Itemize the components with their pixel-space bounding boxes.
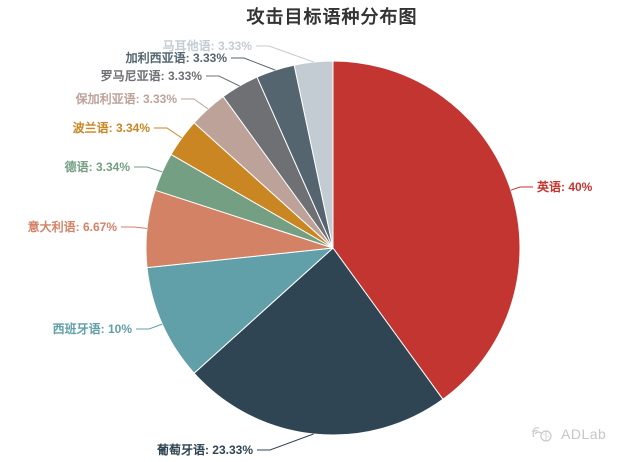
slice-label-line-1 — [510, 186, 533, 191]
slice-label-8: 罗马尼亚语: 3.33% — [101, 68, 203, 83]
slice-label-7: 保加利亚语: 3.33% — [75, 91, 178, 106]
slice-label-line-9 — [231, 57, 276, 71]
slice-label-9: 加利西亚语: 3.33% — [125, 50, 228, 65]
slice-label-line-6 — [154, 127, 183, 139]
slice-label-2: 葡萄牙语: 23.33% — [156, 442, 253, 457]
slice-label-line-4 — [121, 226, 148, 229]
watermark-label: ADLab — [561, 426, 607, 442]
pie-slice-3[interactable] — [146, 247, 334, 374]
chart-title: 攻击目标语种分布图 — [246, 7, 418, 27]
slice-label-line-7 — [181, 98, 209, 110]
slice-label-4: 意大利语: 6.67% — [28, 219, 118, 234]
slice-label-6: 波兰语: 3.34% — [73, 120, 151, 135]
slice-label-line-5 — [134, 166, 163, 173]
slice-label-line-10 — [256, 45, 314, 63]
slice-label-3: 西班牙语: 10% — [53, 321, 133, 336]
pie-slice-10[interactable] — [293, 60, 334, 249]
slice-label-5: 德语: 3.34% — [65, 159, 131, 174]
slice-label-10: 马耳他语: 3.33% — [163, 38, 253, 53]
pie-slice-2[interactable] — [193, 247, 444, 436]
slice-label-line-3 — [136, 323, 163, 330]
adlab-hand-bug-logo-icon — [530, 424, 556, 444]
watermark: ADLab — [530, 424, 606, 444]
slice-label-1: 英语: 40% — [537, 179, 593, 194]
slice-label-line-2 — [257, 433, 314, 451]
slice-label-line-8 — [206, 75, 240, 87]
